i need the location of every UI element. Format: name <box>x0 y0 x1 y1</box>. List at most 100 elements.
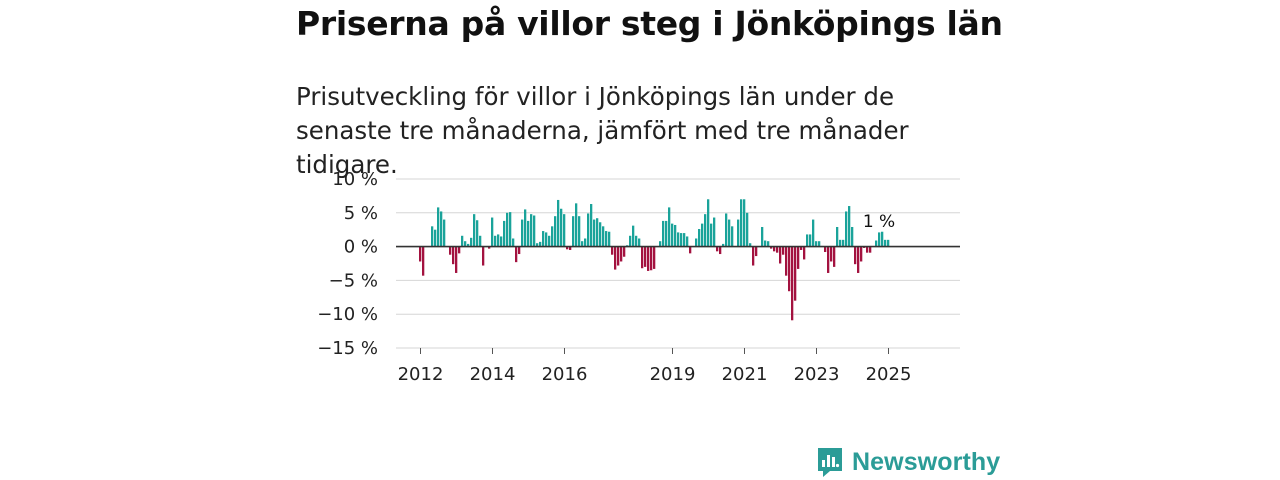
y-tick-label: 10 % <box>332 169 378 190</box>
newsworthy-logo-icon <box>818 448 842 477</box>
bar <box>479 235 482 247</box>
bar <box>716 246 719 252</box>
brand-logo[interactable]: Newsworthy <box>816 446 1000 478</box>
brand-name: Newsworthy <box>852 447 1001 476</box>
bar <box>887 239 890 247</box>
bar <box>677 232 680 247</box>
bar <box>785 246 788 276</box>
bar <box>659 241 662 247</box>
bar <box>452 246 455 265</box>
bar <box>581 241 584 247</box>
bar <box>653 246 656 269</box>
bar <box>662 220 665 247</box>
bar <box>623 246 626 257</box>
bar <box>770 246 773 249</box>
bar <box>797 246 800 269</box>
bar <box>443 219 446 247</box>
bar <box>608 231 611 247</box>
bar <box>773 246 776 252</box>
bar <box>554 216 557 247</box>
bar <box>698 229 701 247</box>
bar <box>815 241 818 247</box>
bar <box>545 232 548 247</box>
bar <box>833 246 836 267</box>
bar <box>569 246 572 250</box>
bar <box>509 212 512 247</box>
bar <box>827 246 830 273</box>
bar <box>632 225 635 247</box>
bar <box>638 238 641 247</box>
bar <box>533 215 536 247</box>
bar <box>845 211 848 247</box>
bar <box>680 233 683 247</box>
bar <box>515 246 518 263</box>
bar <box>641 246 644 269</box>
bar <box>548 235 551 247</box>
bar <box>719 246 722 255</box>
bar <box>818 241 821 247</box>
bar <box>419 246 422 262</box>
bar <box>842 239 845 247</box>
y-tick-label: −5 % <box>329 270 378 291</box>
y-tick-label: −15 % <box>317 338 378 359</box>
bar <box>461 235 464 247</box>
bar <box>437 207 440 247</box>
bar <box>881 231 884 247</box>
bar <box>527 220 530 247</box>
bar <box>866 246 869 253</box>
bar <box>665 220 668 247</box>
bar <box>602 226 605 247</box>
bar <box>455 246 458 273</box>
bar <box>878 232 881 247</box>
bar <box>713 217 716 247</box>
bar <box>476 220 479 247</box>
bar <box>722 243 725 247</box>
bar <box>605 231 608 247</box>
bar <box>494 235 497 247</box>
latest-value-label: 1 % <box>863 212 895 232</box>
bar <box>761 226 764 247</box>
bar <box>647 246 650 271</box>
bar <box>464 241 467 247</box>
bar <box>728 219 731 247</box>
bar <box>839 239 842 247</box>
chart-subtitle: Prisutveckling för villor i Jönköpings l… <box>296 82 909 179</box>
x-tick-label: 2019 <box>650 364 696 385</box>
bar <box>434 229 437 247</box>
bar <box>794 246 797 301</box>
x-tick-label: 2023 <box>794 364 840 385</box>
bar <box>812 219 815 247</box>
bar <box>542 231 545 247</box>
bar <box>710 223 713 247</box>
y-axis: 10 % 5 % 0 % −5 % −10 % −15 % <box>317 169 378 359</box>
bar <box>620 246 623 262</box>
bar <box>629 235 632 247</box>
bar <box>836 226 839 247</box>
bar <box>530 214 533 247</box>
bar <box>590 204 593 247</box>
bar <box>671 223 674 247</box>
bar <box>617 246 620 266</box>
y-tick-label: 0 % <box>344 237 378 258</box>
bar <box>491 217 494 247</box>
bar <box>473 214 476 247</box>
bar <box>563 214 566 247</box>
bar <box>686 236 689 247</box>
bar <box>521 219 524 247</box>
bar <box>512 238 515 247</box>
bar <box>857 246 860 273</box>
bar <box>860 246 863 262</box>
x-axis: 2012 2014 2016 2019 2021 2023 2025 <box>396 245 960 385</box>
bar <box>575 203 578 247</box>
bar <box>707 199 710 247</box>
bar <box>458 246 461 254</box>
bar-series <box>419 199 890 321</box>
bar <box>470 237 473 247</box>
bar <box>518 246 521 255</box>
bar <box>572 216 575 247</box>
x-tick-label: 2021 <box>722 364 768 385</box>
bar <box>746 212 749 247</box>
bar <box>749 243 752 247</box>
bar <box>431 226 434 247</box>
bar <box>695 238 698 247</box>
